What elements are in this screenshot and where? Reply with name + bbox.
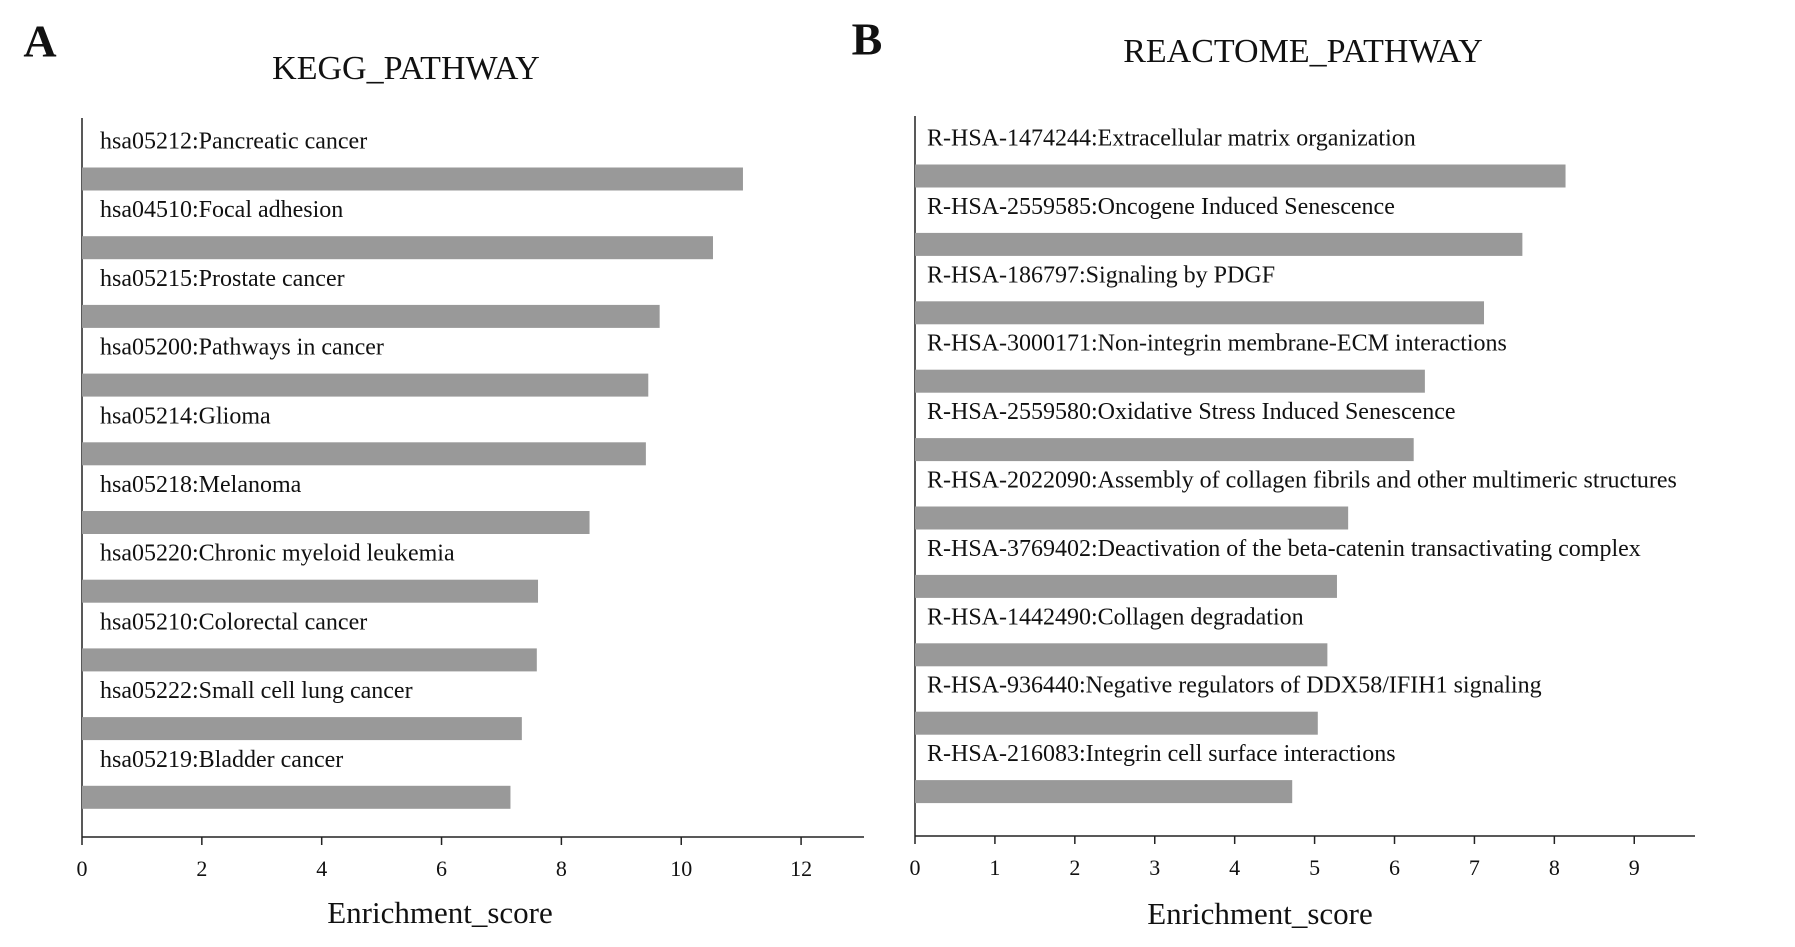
x-tick-label: 0 [77,856,88,881]
x-tick-label: 1 [989,855,1000,880]
bar [82,167,743,191]
category-label: R-HSA-2559580:Oxidative Stress Induced S… [927,399,1456,425]
bar [82,236,713,260]
x-tick-label: 10 [670,856,692,881]
panel-label: A [23,16,56,67]
bar [915,438,1414,462]
bar [82,579,539,603]
bar [915,164,1566,188]
category-label: hsa05219:Bladder cancer [100,747,343,773]
category-label: R-HSA-936440:Negative regulators of DDX5… [927,673,1542,699]
bar [82,442,646,466]
bar [915,232,1523,256]
category-label: hsa05200:Pathways in cancer [100,335,384,361]
bar [915,711,1318,735]
chart-title: REACTOME_PATHWAY [1123,33,1483,70]
bar [82,373,649,397]
x-tick-label: 9 [1629,855,1640,880]
category-label: R-HSA-2022090:Assembly of collagen fibri… [927,468,1677,494]
bar [915,506,1349,530]
category-label: R-HSA-1442490:Collagen degradation [927,604,1304,630]
category-label: hsa05210:Colorectal cancer [100,609,367,635]
category-label: R-HSA-2559585:Oncogene Induced Senescenc… [927,194,1395,220]
x-tick-label: 4 [1229,855,1240,880]
category-label: R-HSA-1474244:Extracellular matrix organ… [927,126,1416,152]
category-label: hsa05220:Chronic myeloid leukemia [100,541,455,567]
bar [82,648,537,672]
x-tick-label: 2 [196,856,207,881]
category-label: hsa05222:Small cell lung cancer [100,678,413,704]
x-tick-label: 12 [790,856,812,881]
category-label: R-HSA-3769402:Deactivation of the beta-c… [927,536,1641,562]
category-label: R-HSA-186797:Signaling by PDGF [927,262,1275,288]
x-tick-label: 0 [910,855,921,880]
category-label: hsa05215:Prostate cancer [100,266,345,292]
bar [915,301,1485,325]
bar [915,643,1328,667]
category-label: hsa05212:Pancreatic cancer [100,129,367,155]
x-tick-label: 8 [556,856,567,881]
bar [915,780,1293,804]
bar [82,304,660,328]
bar [82,785,511,809]
x-tick-label: 6 [436,856,447,881]
x-tick-label: 3 [1149,855,1160,880]
category-label: R-HSA-3000171:Non-integrin membrane-ECM … [927,331,1507,357]
category-label: hsa04510:Focal adhesion [100,197,343,223]
category-label: hsa05214:Glioma [100,403,271,429]
x-tick-label: 6 [1389,855,1400,880]
x-tick-label: 7 [1469,855,1480,880]
x-tick-label: 4 [316,856,327,881]
panel-label: B [852,14,883,65]
x-tick-label: 8 [1549,855,1560,880]
category-label: R-HSA-216083:Integrin cell surface inter… [927,741,1396,767]
bar [915,369,1425,393]
x-axis-title: Enrichment_score [1147,896,1373,931]
x-tick-label: 2 [1069,855,1080,880]
chart-title: KEGG_PATHWAY [272,50,540,87]
bar [915,574,1337,598]
category-label: hsa05218:Melanoma [100,472,302,498]
bar [82,511,590,534]
bar [82,717,522,741]
x-axis-title: Enrichment_score [327,895,553,930]
x-tick-label: 5 [1309,855,1320,880]
